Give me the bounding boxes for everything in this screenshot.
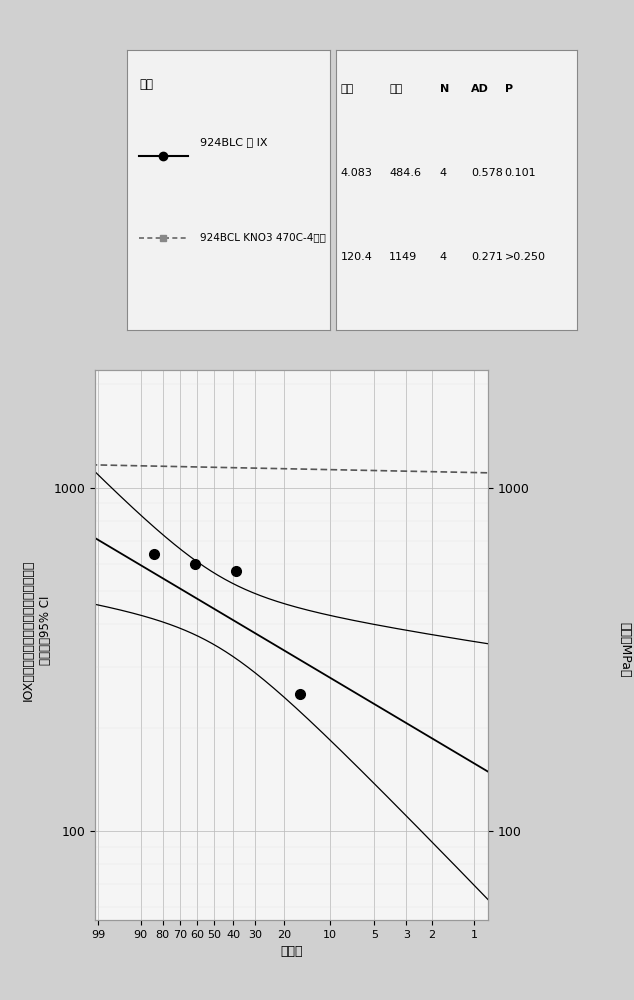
Text: 形状: 形状 — [341, 84, 354, 94]
Text: 924BCL KNO3 470C-4小时: 924BCL KNO3 470C-4小时 — [200, 233, 326, 243]
Text: 4: 4 — [439, 252, 447, 262]
Text: IOX对于生物活性玻璃陶瓷的强度的影响: IOX对于生物活性玻璃陶瓷的强度的影响 — [22, 559, 35, 701]
Text: 变量: 变量 — [139, 78, 153, 91]
Text: AD: AD — [471, 84, 489, 94]
Text: N: N — [439, 84, 449, 94]
Text: 0.578: 0.578 — [471, 168, 503, 178]
Text: 1149: 1149 — [389, 252, 417, 262]
X-axis label: 百分比: 百分比 — [280, 945, 303, 958]
Text: 484.6: 484.6 — [389, 168, 421, 178]
Text: 4.083: 4.083 — [341, 168, 373, 178]
Text: 规格: 规格 — [389, 84, 402, 94]
Text: 强度（MPa）: 强度（MPa） — [618, 622, 631, 678]
Text: 120.4: 120.4 — [341, 252, 373, 262]
Text: 0.101: 0.101 — [505, 168, 536, 178]
Text: 0.271: 0.271 — [471, 252, 503, 262]
Text: >0.250: >0.250 — [505, 252, 546, 262]
Text: 4: 4 — [439, 168, 447, 178]
Text: 924BLC 无 IX: 924BLC 无 IX — [200, 137, 268, 147]
Text: P: P — [505, 84, 513, 94]
Text: 威布尔，95% CI: 威布尔，95% CI — [39, 595, 52, 665]
